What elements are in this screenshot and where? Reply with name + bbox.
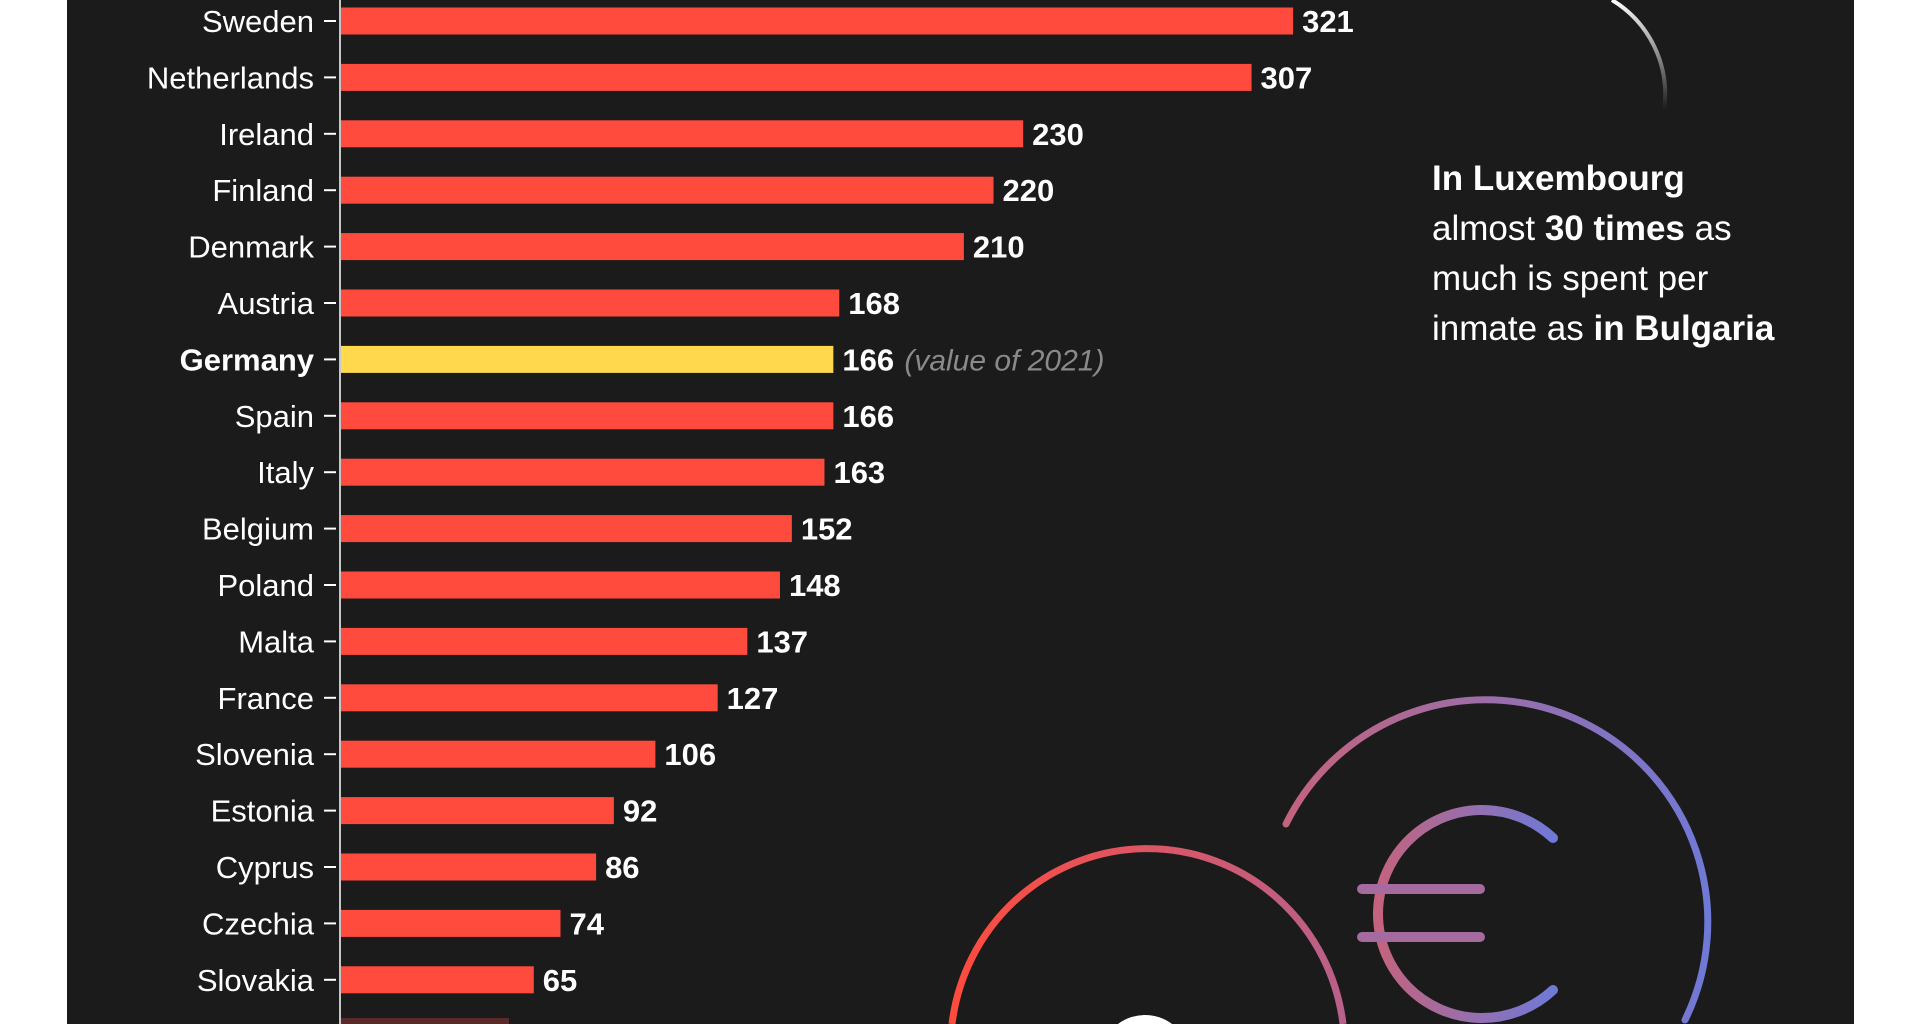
highlight-note: (value of 2021): [904, 344, 1104, 377]
bar-cut-off: [341, 1018, 509, 1024]
bar-poland: [341, 571, 780, 599]
annotation-line4-pre: inmate as: [1432, 309, 1594, 348]
white-arc-decoration: [1610, 0, 1668, 111]
value-label: 168: [848, 286, 900, 321]
category-label: Belgium: [202, 512, 314, 547]
value-label: 220: [1003, 173, 1055, 208]
category-label: Austria: [218, 286, 315, 321]
bar-finland: [341, 176, 994, 204]
value-label: 321: [1302, 4, 1354, 39]
category-label: France: [218, 681, 314, 716]
value-label: 166: [842, 399, 894, 434]
value-label: 127: [727, 681, 779, 716]
annotation-line2-post: as: [1684, 209, 1732, 248]
value-label: 152: [801, 512, 853, 547]
value-label: 230: [1032, 117, 1084, 152]
category-label: Slovakia: [197, 963, 315, 998]
category-label: Poland: [217, 568, 314, 603]
value-label: 74: [569, 906, 604, 941]
value-label: 163: [833, 455, 885, 490]
category-label: Italy: [257, 455, 314, 490]
bar-austria: [341, 289, 840, 317]
value-label: 166: [842, 342, 894, 377]
value-label: 106: [664, 737, 716, 772]
category-label: Slovenia: [195, 737, 315, 772]
category-label: Netherlands: [147, 60, 314, 95]
euro-coin-circle-icon: [1282, 696, 1712, 1024]
value-label: 148: [789, 568, 841, 603]
chart-panel: [67, 0, 1854, 1024]
annotation-line2-bold: 30 times: [1544, 209, 1685, 248]
bar-malta: [341, 627, 748, 655]
bar-france: [341, 684, 718, 712]
annotation-text: In Luxembourg almost 30 times as much is…: [1432, 154, 1832, 354]
bar-netherlands: [341, 63, 1252, 91]
annotation-line1: In Luxembourg: [1432, 159, 1685, 198]
value-label: 86: [605, 850, 639, 885]
category-label: Finland: [212, 173, 314, 208]
bar-slovakia: [341, 966, 534, 994]
category-label: Czechia: [202, 906, 315, 941]
bar-italy: [341, 458, 825, 486]
bar-cyprus: [341, 853, 597, 881]
bar-germany: [341, 345, 834, 373]
category-label: Estonia: [211, 794, 315, 829]
value-label: 307: [1261, 60, 1313, 95]
annotation-line4-bold: in Bulgaria: [1593, 309, 1775, 348]
bar-sweden: [341, 7, 1294, 35]
globe-icon: [948, 845, 1347, 1024]
globe-center-icon: [1118, 1015, 1172, 1024]
bar-estonia: [341, 797, 614, 825]
value-label: 137: [756, 624, 808, 659]
euro-symbol-icon: [1373, 805, 1558, 1023]
value-label: 65: [543, 963, 577, 998]
annotation-line2-pre: almost: [1432, 209, 1545, 248]
bar-ireland: [341, 120, 1024, 148]
annotation-line3: much is spent per: [1432, 259, 1709, 298]
category-label: Denmark: [188, 230, 314, 265]
value-label: 210: [973, 230, 1025, 265]
category-label: Cyprus: [216, 850, 314, 885]
category-label: Germany: [180, 342, 315, 377]
value-label: 92: [623, 794, 657, 829]
bar-belgium: [341, 515, 792, 543]
category-label: Malta: [238, 624, 315, 659]
category-label: Ireland: [219, 117, 314, 152]
bar-czechia: [341, 909, 561, 937]
bar-slovenia: [341, 740, 656, 768]
category-label: Spain: [235, 399, 314, 434]
bar-spain: [341, 402, 834, 430]
bar-denmark: [341, 233, 964, 261]
category-label: Sweden: [202, 4, 314, 39]
